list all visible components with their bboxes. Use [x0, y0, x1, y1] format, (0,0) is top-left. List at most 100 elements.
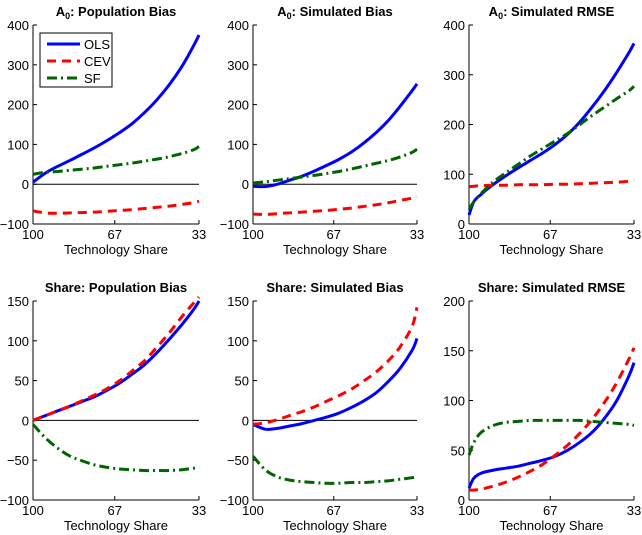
x-tick-label: 100 — [458, 503, 480, 518]
y-tick-label: 400 — [227, 18, 249, 33]
y-tick-label: 100 — [7, 334, 29, 349]
series-line-sf — [252, 147, 418, 185]
y-tick-label: −100 — [220, 493, 249, 508]
chart-title: A0: Simulated RMSE — [489, 4, 615, 21]
x-tick-label: 33 — [192, 503, 206, 518]
chart-title: Share: Simulated RMSE — [478, 280, 626, 295]
x-tick-label: 33 — [410, 227, 424, 242]
series-line-ols — [467, 42, 636, 216]
legend-label-ols: OLS — [84, 37, 110, 52]
title-subscript: 0 — [65, 11, 70, 21]
y-tick-label: −50 — [7, 453, 29, 468]
legend-label-cev: CEV — [84, 54, 111, 69]
x-tick-label: 67 — [543, 503, 557, 518]
series-line-sf — [467, 418, 635, 456]
y-tick-label: 400 — [7, 18, 29, 33]
y-tick-label: 300 — [227, 58, 249, 73]
title-rest: : Population Bias — [70, 4, 176, 19]
y-tick-label: −100 — [220, 217, 249, 232]
series-line-sf — [251, 455, 418, 485]
x-tick-label: 100 — [458, 227, 480, 242]
y-tick-label: 0 — [22, 413, 29, 428]
x-tick-label: 67 — [543, 227, 557, 242]
x-axis-label: Technology Share — [499, 242, 603, 257]
chart-panel-2: −100 0 100 200 300 400 100 67 33 Technology Share… — [220, 4, 425, 257]
y-tick-label: 300 — [7, 58, 29, 73]
y-tick-label: 200 — [443, 118, 465, 133]
y-tick-label: 0 — [242, 413, 249, 428]
series-line-ols — [252, 337, 419, 431]
x-axis-label: Technology Share — [64, 518, 168, 533]
title-subscript: 0 — [287, 11, 292, 21]
title-rest: : Simulated RMSE — [503, 4, 615, 19]
series-line-cev — [468, 347, 636, 492]
y-tick-label: 0 — [242, 177, 249, 192]
title-subscript: 0 — [498, 11, 503, 21]
y-tick-label: 0 — [458, 217, 465, 232]
y-tick-label: 200 — [443, 294, 465, 309]
y-tick-label: 100 — [7, 137, 29, 152]
chart-title: A0: Simulated Bias — [277, 4, 393, 21]
y-tick-label: 300 — [443, 68, 465, 83]
series-line-cev — [252, 307, 419, 426]
y-tick-label: 400 — [443, 18, 465, 33]
y-tick-label: −100 — [0, 493, 29, 508]
series-line-ols — [467, 362, 636, 489]
chart-title: Share: Population Bias — [45, 280, 187, 295]
legend: OLS CEV SF — [39, 32, 113, 88]
title-main: A — [277, 4, 287, 19]
y-tick-label: 100 — [227, 137, 249, 152]
x-tick-label: 67 — [108, 503, 122, 518]
x-tick-label: 33 — [627, 227, 641, 242]
series-line-ols — [32, 300, 201, 422]
x-tick-label: 67 — [327, 227, 341, 242]
y-tick-label: 150 — [443, 344, 465, 359]
x-axis-label: Technology Share — [64, 242, 168, 257]
y-tick-label: 200 — [7, 98, 29, 113]
y-tick-label: 100 — [443, 394, 465, 409]
x-tick-label: 33 — [410, 503, 424, 518]
series-line-sf — [31, 423, 200, 473]
chart-panel-4: −100 −50 0 50 100 150 100 67 33 Technology Share S… — [0, 280, 206, 533]
x-tick-label: 100 — [242, 227, 264, 242]
title-main: A — [56, 4, 66, 19]
series-line-cev — [32, 296, 201, 422]
x-axis-label: Technology Share — [283, 242, 387, 257]
chart-title: A0: Population Bias — [56, 4, 177, 21]
x-axis-label: Technology Share — [499, 518, 603, 533]
y-tick-label: 100 — [227, 334, 249, 349]
chart-panel-6: 0 50 100 150 200 100 67 33 Technology Share Share… — [443, 280, 641, 533]
series-line-sf — [467, 85, 636, 210]
chart-title: Share: Simulated Bias — [266, 280, 403, 295]
y-tick-label: −100 — [0, 217, 29, 232]
series-line-ols — [32, 34, 201, 184]
x-tick-label: 100 — [242, 503, 264, 518]
x-axis-label: Technology Share — [283, 518, 387, 533]
y-tick-label: 50 — [451, 443, 465, 458]
y-tick-label: 0 — [22, 177, 29, 192]
x-tick-label: 33 — [627, 503, 641, 518]
y-tick-label: −50 — [227, 453, 249, 468]
y-tick-label: 50 — [15, 374, 29, 389]
chart-panel-1: −100 0 100 200 300 400 100 67 33 Technology Share… — [0, 4, 206, 257]
x-tick-label: 67 — [108, 227, 122, 242]
y-tick-label: 50 — [235, 374, 249, 389]
series-line-cev — [252, 195, 418, 216]
x-tick-label: 33 — [192, 227, 206, 242]
y-tick-label: 150 — [7, 294, 29, 309]
y-tick-label: 100 — [443, 167, 465, 182]
y-tick-label: 200 — [227, 98, 249, 113]
x-tick-label: 67 — [327, 503, 341, 518]
y-tick-label: 0 — [458, 493, 465, 508]
x-tick-label: 100 — [22, 227, 44, 242]
title-rest: : Simulated Bias — [292, 4, 393, 19]
series-line-ols — [252, 83, 419, 189]
series-line-sf — [32, 145, 200, 176]
x-tick-label: 100 — [22, 503, 44, 518]
chart-panel-5: −100 −50 0 50 100 150 100 67 33 Technology Share S… — [220, 280, 425, 533]
title-main: A — [489, 4, 499, 19]
legend-label-sf: SF — [84, 71, 101, 86]
y-tick-label: 150 — [227, 294, 249, 309]
